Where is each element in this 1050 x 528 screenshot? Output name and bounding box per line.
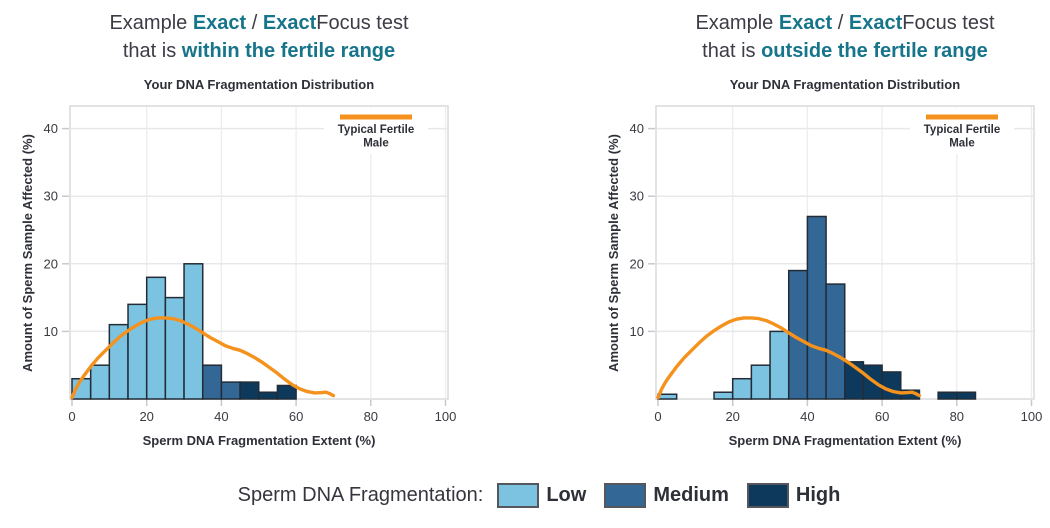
histogram-bar-low (750, 364, 771, 400)
heading-accent-text: Exact (262, 12, 317, 34)
x-tick-label: 60 (875, 409, 889, 424)
heading-accent-text: Exact (778, 12, 833, 34)
heading-accent-text: Exact (848, 12, 903, 34)
panel-heading: Example Exact / ExactFocus test that is … (70, 9, 448, 65)
x-tick-label: 0 (654, 409, 661, 424)
histogram-bar-medium (220, 381, 241, 400)
y-axis-title: Amount of Sperm Sample Affected (%) (20, 134, 35, 372)
swatch-low (497, 483, 540, 508)
y-tick-label: 30 (630, 189, 644, 204)
legend-item-label: Medium (653, 484, 729, 506)
x-tick-label: 80 (364, 409, 378, 424)
chart-title: Your DNA Fragmentation Distribution (143, 77, 375, 92)
x-tick-label: 0 (68, 409, 75, 424)
heading-line2: that is outside the fertile range (656, 37, 1034, 65)
y-tick-label: 30 (44, 189, 58, 204)
y-tick-label: 10 (630, 324, 644, 339)
histogram-bar-high (937, 391, 958, 400)
histogram-bar-high (258, 391, 279, 400)
y-tick-label: 10 (44, 324, 58, 339)
histogram-bar-low (145, 276, 167, 400)
histogram-bar-low (731, 377, 753, 400)
y-tick-label: 40 (44, 121, 58, 136)
heading-accent-text: outside the fertile range (761, 40, 988, 62)
heading-line1: Example Exact / ExactFocus test (656, 9, 1034, 37)
legend-item-high: High (746, 483, 841, 508)
histogram-bar-high (239, 381, 260, 400)
legend-text: Typical Fertile (924, 124, 1000, 136)
heading-plain-text: / (832, 12, 849, 34)
histogram-bar-low (89, 364, 111, 400)
panel-within-range: Example Exact / ExactFocus test that is … (18, 0, 468, 475)
x-tick-label: 60 (289, 409, 303, 424)
typical-fertile-male-curve (656, 316, 922, 400)
legend-text: Typical Fertile (338, 124, 414, 136)
heading-plain-text: Focus test (316, 12, 409, 34)
histogram-bar-high (881, 371, 902, 400)
histogram-bar-low (713, 391, 734, 400)
heading-accent-text: within the fertile range (181, 40, 396, 62)
histogram-bar-medium (201, 364, 223, 400)
legend-item-low: Low (497, 483, 586, 508)
swatch-medium (604, 483, 647, 508)
y-tick-label: 20 (44, 256, 58, 271)
x-tick-label: 100 (435, 409, 457, 424)
x-axis-title: Sperm DNA Fragmentation Extent (%) (729, 433, 962, 448)
histogram-chart-within-range: Typical Fertile Male 10 20 30 40 0 20 40 60 80 100 S… (20, 105, 457, 448)
y-tick-label: 40 (630, 121, 644, 136)
histogram-bar-low (769, 330, 790, 400)
legend-item-medium: Medium (604, 483, 729, 508)
y-tick-label: 20 (630, 256, 644, 271)
histogram-chart-outside-range: Typical Fertile Male 10 20 30 40 0 20 40 60 80 100 S… (606, 105, 1043, 448)
histogram-bar-low (164, 296, 185, 400)
histogram-bar-medium (806, 215, 827, 400)
legend-item-label: High (795, 484, 841, 506)
heading-plain-text: / (246, 12, 263, 34)
histogram-bar-high (276, 384, 297, 400)
heading-plain-text: Example (109, 12, 193, 34)
x-tick-label: 100 (1021, 409, 1043, 424)
histogram-bar-high (956, 391, 977, 400)
x-tick-label: 80 (950, 409, 964, 424)
legend-items: Low Medium High (497, 483, 858, 508)
heading-plain-text: Example (695, 12, 779, 34)
x-tick-label: 20 (139, 409, 153, 424)
legend-item-label: Low (546, 484, 587, 506)
heading-accent-text: Exact (192, 12, 247, 34)
chart-title: Your DNA Fragmentation Distribution (729, 77, 961, 92)
x-tick-label: 40 (214, 409, 228, 424)
histogram-bar-low (127, 303, 148, 400)
fragmentation-legend: Sperm DNA Fragmentation: Low Medium High (23, 483, 1050, 508)
x-axis-title: Sperm DNA Fragmentation Extent (%) (143, 433, 376, 448)
histogram-bar-medium (825, 283, 846, 400)
legend-text: Male (363, 138, 389, 150)
typical-fertile-male-curve (70, 316, 336, 400)
panel-outside-range: Example Exact / ExactFocus test that is … (604, 0, 1050, 475)
y-axis-title: Amount of Sperm Sample Affected (%) (606, 134, 621, 372)
legend-text: Male (949, 138, 975, 150)
heading-plain-text: that is (702, 40, 762, 62)
heading-plain-text: that is (122, 40, 182, 62)
heading-line1: Example Exact / ExactFocus test (70, 9, 448, 37)
panel-heading: Example Exact / ExactFocus test that is … (656, 9, 1034, 65)
x-tick-label: 40 (800, 409, 814, 424)
heading-plain-text: Focus test (902, 12, 995, 34)
heading-line2: that is within the fertile range (70, 37, 448, 65)
swatch-high (746, 483, 789, 508)
x-tick-label: 20 (725, 409, 739, 424)
legend-label: Sperm DNA Fragmentation: (237, 484, 484, 506)
